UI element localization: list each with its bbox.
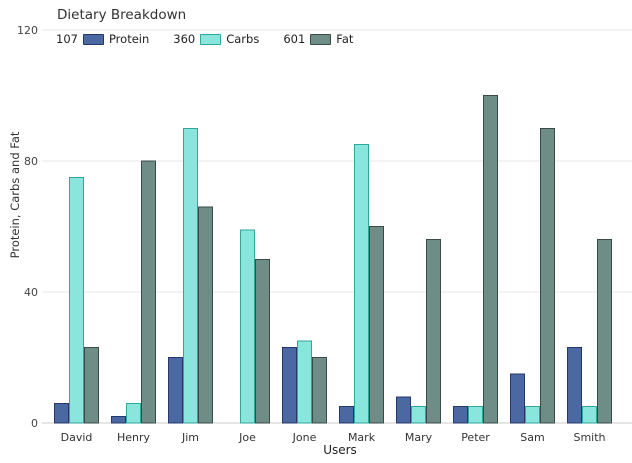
x-tick-label-smith: Smith <box>573 431 605 444</box>
bar-carbs-jone[interactable] <box>297 340 312 424</box>
x-tick-label-henry: Henry <box>117 431 151 444</box>
bar-fat-jone[interactable] <box>312 357 327 424</box>
legend: 107 Protein 360 Carbs 601 Fat <box>56 32 353 46</box>
bar-carbs-david[interactable] <box>69 176 84 424</box>
bar-protein-jone[interactable] <box>282 347 297 424</box>
legend-swatch-fat-icon <box>310 33 332 45</box>
bar-fat-peter[interactable] <box>483 95 498 424</box>
x-tick-label-jone: Jone <box>292 431 317 444</box>
legend-total-carbs: 360 <box>173 32 196 46</box>
bar-carbs-peter[interactable] <box>468 406 483 424</box>
bar-fat-sam[interactable] <box>540 127 555 424</box>
bar-fat-henry[interactable] <box>141 160 156 424</box>
bar-carbs-joe[interactable] <box>240 229 255 424</box>
x-tick-label-david: David <box>61 431 93 444</box>
y-tick-label-40: 40 <box>24 286 38 299</box>
legend-swatch-protein-icon <box>82 33 104 45</box>
bar-carbs-mary[interactable] <box>411 406 426 424</box>
bar-fat-mark[interactable] <box>369 226 384 424</box>
legend-label-fat: Fat <box>336 32 354 46</box>
bar-carbs-jim[interactable] <box>183 127 198 424</box>
bar-protein-sam[interactable] <box>510 373 525 424</box>
bar-fat-joe[interactable] <box>255 258 270 424</box>
x-tick-label-mark: Mark <box>348 431 376 444</box>
bar-protein-mark[interactable] <box>339 406 354 424</box>
y-tick-label-120: 120 <box>17 24 38 37</box>
bar-fat-david[interactable] <box>84 347 99 424</box>
legend-total-protein: 107 <box>56 32 78 46</box>
bar-protein-mary[interactable] <box>396 396 411 424</box>
bar-protein-smith[interactable] <box>567 347 582 424</box>
x-tick-label-peter: Peter <box>461 431 490 444</box>
legend-item-protein[interactable]: 107 Protein <box>56 32 149 46</box>
bar-fat-jim[interactable] <box>198 206 213 424</box>
y-tick-label-0: 0 <box>31 417 38 430</box>
bar-carbs-mark[interactable] <box>354 144 369 424</box>
bar-carbs-smith[interactable] <box>582 406 597 424</box>
legend-swatch-carbs-icon <box>200 33 222 45</box>
bar-protein-peter[interactable] <box>453 406 468 424</box>
legend-label-protein: Protein <box>108 32 150 46</box>
y-axis-title: Protein, Carbs and Fat <box>8 131 22 259</box>
bar-fat-mary[interactable] <box>426 239 441 424</box>
legend-item-carbs[interactable]: 360 Carbs <box>173 32 259 46</box>
legend-label-carbs: Carbs <box>226 32 260 46</box>
bar-protein-henry[interactable] <box>111 415 126 424</box>
legend-total-fat: 601 <box>283 32 306 46</box>
chart-title: Dietary Breakdown <box>57 7 187 23</box>
bar-carbs-sam[interactable] <box>525 406 540 424</box>
y-tick-label-80: 80 <box>24 155 38 168</box>
bar-fat-smith[interactable] <box>597 239 612 424</box>
x-tick-label-jim: Jim <box>181 431 199 444</box>
bar-protein-jim[interactable] <box>168 357 183 424</box>
legend-item-fat[interactable]: 601 Fat <box>283 32 353 46</box>
x-tick-label-joe: Joe <box>238 431 256 444</box>
x-axis-title: Users <box>323 443 357 457</box>
x-tick-label-sam: Sam <box>520 431 544 444</box>
bar-protein-david[interactable] <box>54 402 69 424</box>
x-tick-label-mary: Mary <box>405 431 433 444</box>
bar-carbs-henry[interactable] <box>126 402 141 424</box>
